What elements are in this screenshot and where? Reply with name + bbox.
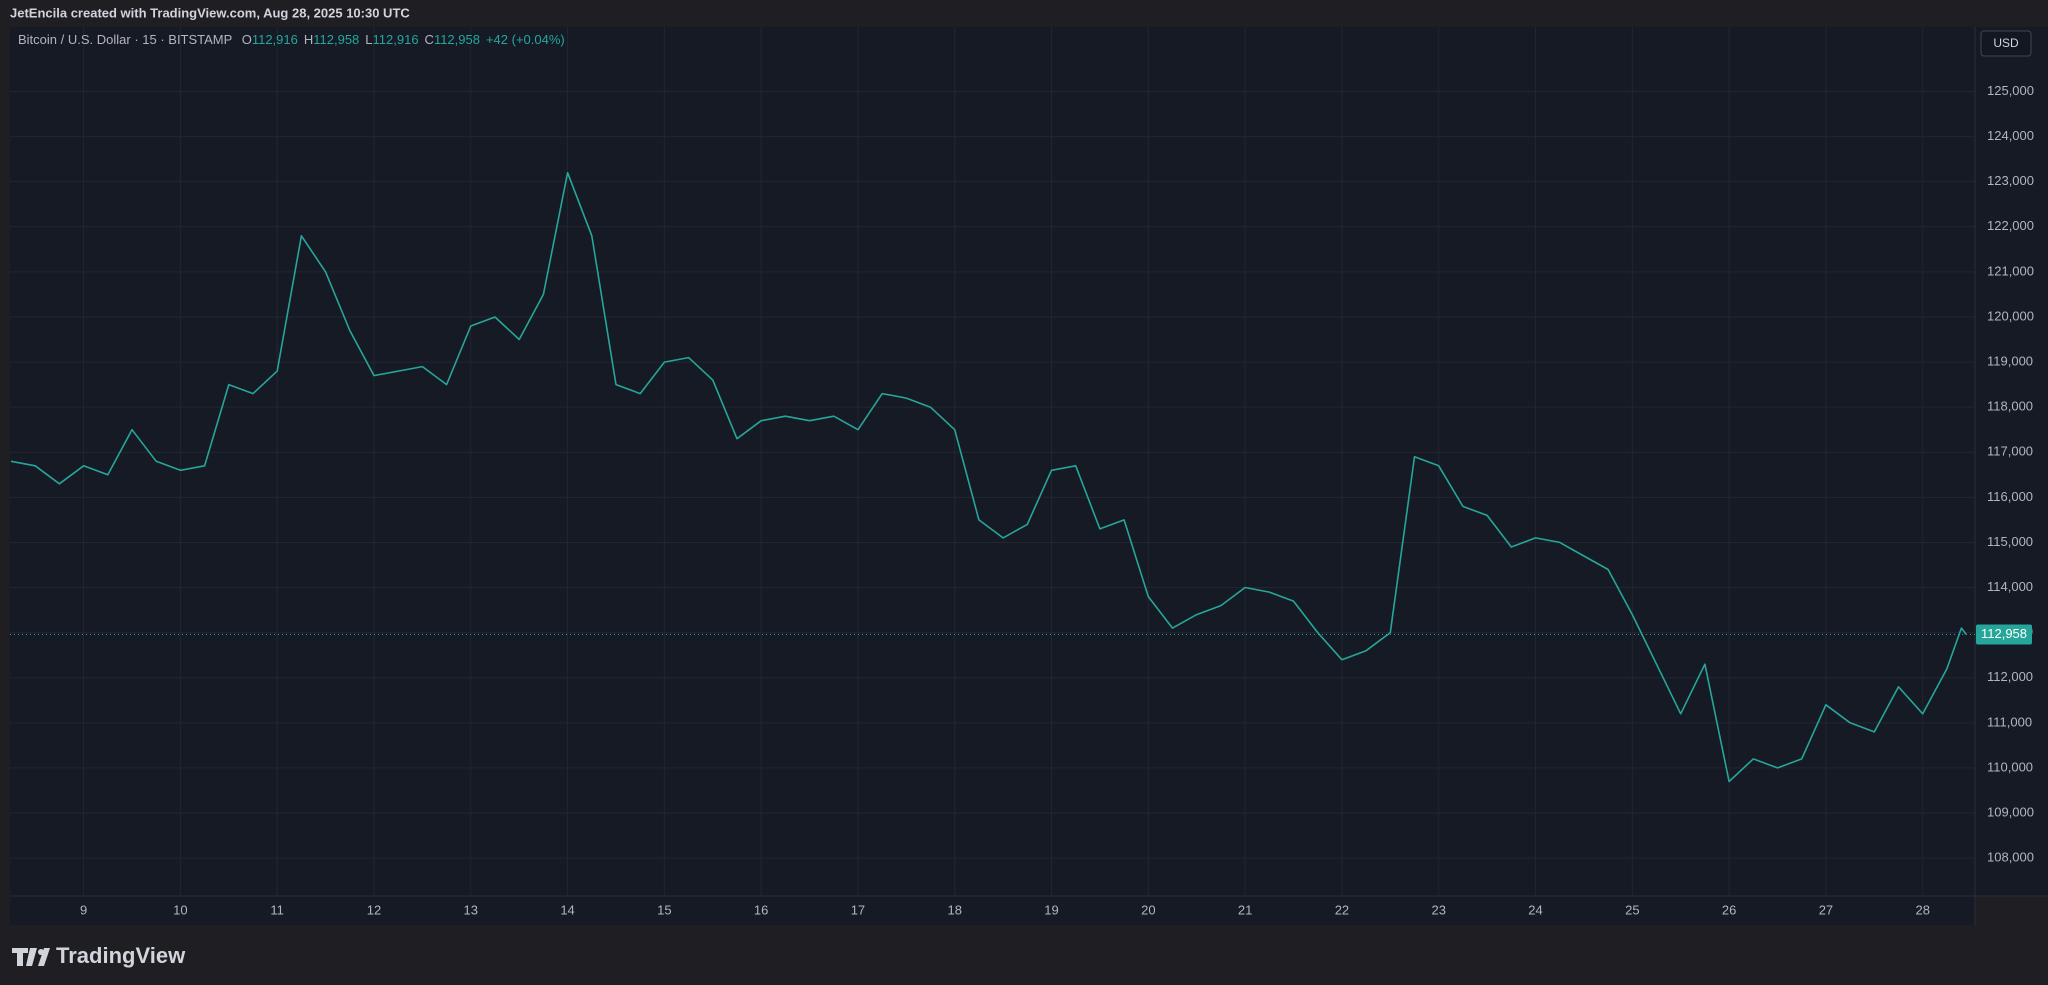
price-line	[10, 171, 1967, 783]
y-tick-label: 112,000	[1987, 669, 2033, 684]
x-tick-label: 14	[560, 902, 574, 917]
change: +42 (+0.04%)	[486, 32, 565, 47]
y-tick-label: 118,000	[1987, 399, 2033, 414]
y-tick-label: 121,000	[1987, 263, 2034, 278]
brand: TradingView	[56, 943, 186, 968]
y-tick-label: 122,000	[1987, 218, 2034, 233]
price-axis	[1975, 27, 2048, 896]
last-price-box	[1976, 624, 2032, 645]
logo-glyph	[12, 948, 37, 966]
x-tick-label: 26	[1722, 902, 1736, 917]
y-tick-label: 108,000	[1987, 850, 2034, 865]
y-tick-label: 110,000	[1987, 759, 2033, 774]
x-tick-label: 18	[948, 902, 962, 917]
ohlc-key: H	[304, 32, 313, 47]
ohlc-value: 112,916	[373, 32, 419, 47]
x-tick-label: 20	[1141, 902, 1155, 917]
x-tick-label: 22	[1335, 902, 1349, 917]
ohlc-value: 112,916	[252, 32, 298, 47]
x-tick-label: 24	[1528, 902, 1542, 917]
ohlc-value: 112,958	[434, 32, 480, 47]
y-tick-label: 117,000	[1987, 444, 2033, 459]
x-tick-label: 21	[1238, 902, 1252, 917]
x-tick-label: 17	[851, 902, 865, 917]
y-tick-label: 120,000	[1987, 308, 2034, 323]
brand-logo: TradingView	[12, 943, 186, 968]
x-tick-label: 16	[754, 902, 768, 917]
y-tick-label: 124,000	[1987, 128, 2034, 143]
symbol: Bitcoin / U.S. Dollar · 15 · BITSTAMP	[18, 32, 232, 47]
y-tick-label: 119,000	[1987, 354, 2033, 369]
ohlc-value: 112,958	[313, 32, 359, 47]
y-tick-label: 123,000	[1987, 173, 2034, 188]
x-tick-label: 13	[464, 902, 478, 917]
ohlc-key: C	[425, 32, 434, 47]
x-tick-label: 12	[367, 902, 381, 917]
x-tick-label: 25	[1625, 902, 1639, 917]
time-axis	[10, 896, 1975, 925]
y-tick-label: 109,000	[1987, 804, 2034, 819]
currency-box[interactable]	[1980, 30, 2032, 57]
y-tick-label: 115,000	[1987, 534, 2033, 549]
ohlc-key: O	[242, 32, 252, 47]
y-tick-label: 111,000	[1987, 714, 2032, 729]
x-tick-label: 27	[1819, 902, 1833, 917]
x-tick-label: 10	[173, 902, 187, 917]
x-tick-label: 15	[657, 902, 671, 917]
plot-area	[10, 27, 1975, 896]
y-tick-label: 116,000	[1987, 489, 2033, 504]
marks	[10, 171, 1975, 783]
last-price-label: 112,958	[1981, 626, 2027, 641]
x-tick-label: 19	[1044, 902, 1058, 917]
y-tick-label: 114,000	[1987, 579, 2033, 594]
x-tick-label: 9	[80, 902, 87, 917]
x-tick-label: 23	[1432, 902, 1446, 917]
logo-glyph	[38, 948, 50, 966]
x-tick-label: 11	[270, 902, 284, 917]
x-tick-label: 28	[1915, 902, 1929, 917]
header: JetEncila created with TradingView.com, …	[10, 5, 410, 20]
grid	[10, 27, 1975, 896]
y-tick-label: 125,000	[1987, 83, 2034, 98]
ohlc-key: L	[365, 32, 372, 47]
currency[interactable]: USD	[1993, 36, 2019, 50]
legend: Bitcoin / U.S. Dollar · 15 · BITSTAMP O1…	[18, 32, 565, 47]
